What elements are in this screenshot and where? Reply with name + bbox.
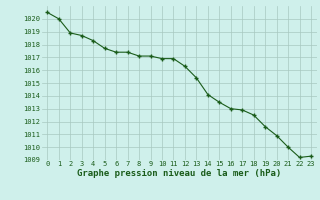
X-axis label: Graphe pression niveau de la mer (hPa): Graphe pression niveau de la mer (hPa) [77,169,281,178]
